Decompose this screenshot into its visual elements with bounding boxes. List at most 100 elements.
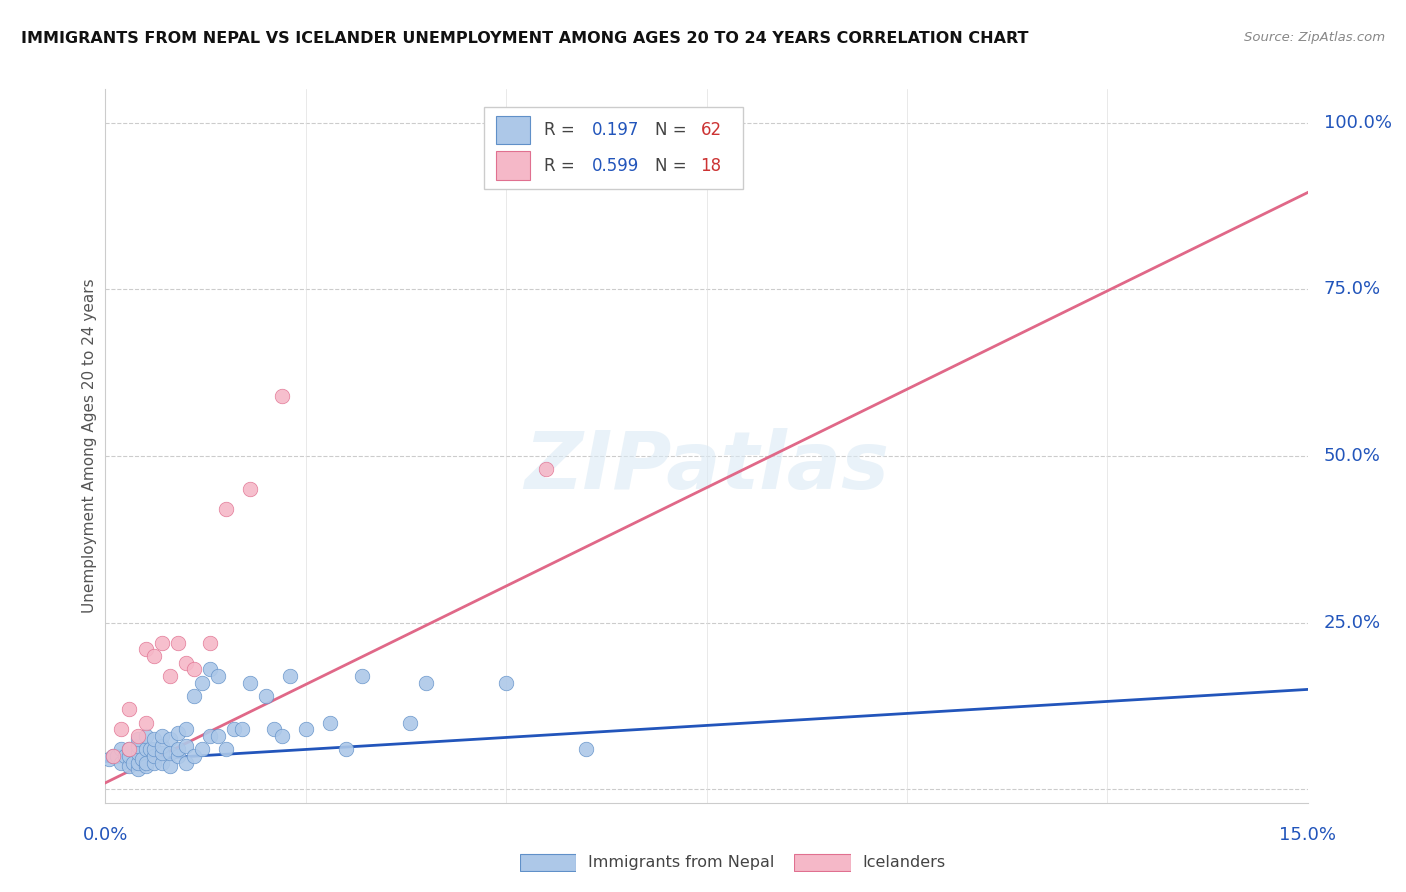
Point	[190, 742, 212, 756]
Point	[118, 702, 141, 716]
Point	[174, 739, 197, 753]
Point	[166, 749, 188, 764]
Point	[270, 389, 292, 403]
Point	[174, 723, 197, 737]
Point	[159, 732, 181, 747]
Point	[135, 742, 157, 756]
Point	[127, 756, 149, 770]
Point	[138, 742, 160, 756]
Text: Icelanders: Icelanders	[862, 855, 945, 870]
Point	[150, 756, 173, 770]
Point	[107, 749, 129, 764]
Point	[135, 729, 157, 743]
FancyBboxPatch shape	[496, 152, 530, 180]
Point	[110, 756, 132, 770]
Point	[150, 739, 173, 753]
Point	[198, 636, 221, 650]
Point	[335, 742, 357, 756]
FancyBboxPatch shape	[484, 107, 742, 189]
Y-axis label: Unemployment Among Ages 20 to 24 years: Unemployment Among Ages 20 to 24 years	[82, 278, 97, 614]
Text: 62: 62	[700, 121, 721, 139]
Point	[254, 689, 277, 703]
Point	[278, 669, 301, 683]
Text: IMMIGRANTS FROM NEPAL VS ICELANDER UNEMPLOYMENT AMONG AGES 20 TO 24 YEARS CORREL: IMMIGRANTS FROM NEPAL VS ICELANDER UNEMP…	[21, 31, 1029, 46]
Point	[239, 675, 262, 690]
Point	[135, 759, 157, 773]
Point	[135, 642, 157, 657]
Point	[166, 742, 188, 756]
Point	[270, 729, 292, 743]
Text: 0.599: 0.599	[592, 157, 640, 175]
Text: 0.0%: 0.0%	[83, 826, 128, 844]
Point	[103, 749, 125, 764]
Point	[98, 752, 121, 766]
Point	[174, 656, 197, 670]
Point	[183, 689, 205, 703]
Point	[103, 749, 125, 764]
Point	[131, 752, 153, 766]
Point	[399, 715, 422, 730]
Point	[159, 746, 181, 760]
Text: 75.0%: 75.0%	[1323, 280, 1381, 298]
Point	[190, 675, 212, 690]
Point	[575, 742, 598, 756]
Point	[263, 723, 285, 737]
Text: ZIPatlas: ZIPatlas	[524, 428, 889, 507]
Point	[222, 723, 245, 737]
Text: 25.0%: 25.0%	[1323, 614, 1381, 632]
Point	[231, 723, 253, 737]
Point	[295, 723, 318, 737]
FancyBboxPatch shape	[496, 116, 530, 145]
Point	[150, 636, 173, 650]
Point	[142, 649, 165, 664]
Point	[127, 739, 149, 753]
Point	[534, 462, 557, 476]
Point	[174, 756, 197, 770]
Point	[159, 669, 181, 683]
Point	[142, 742, 165, 756]
Text: R =: R =	[544, 157, 581, 175]
Point	[183, 662, 205, 676]
Text: 0.197: 0.197	[592, 121, 640, 139]
Point	[110, 742, 132, 756]
Point	[350, 669, 373, 683]
Text: 15.0%: 15.0%	[1279, 826, 1336, 844]
Point	[118, 759, 141, 773]
Point	[142, 756, 165, 770]
Text: Immigrants from Nepal: Immigrants from Nepal	[588, 855, 775, 870]
Point	[239, 483, 262, 497]
Text: Source: ZipAtlas.com: Source: ZipAtlas.com	[1244, 31, 1385, 45]
Point	[127, 746, 149, 760]
Text: 18: 18	[700, 157, 721, 175]
Point	[207, 669, 229, 683]
Point	[150, 729, 173, 743]
Point	[166, 636, 188, 650]
Point	[198, 662, 221, 676]
Point	[150, 746, 173, 760]
Point	[135, 715, 157, 730]
Point	[127, 729, 149, 743]
Point	[214, 742, 236, 756]
Text: N =: N =	[655, 157, 692, 175]
Point	[142, 749, 165, 764]
Point	[415, 675, 437, 690]
Point	[122, 756, 145, 770]
Point	[166, 725, 188, 739]
Text: 50.0%: 50.0%	[1323, 447, 1381, 465]
Point	[118, 742, 141, 756]
Point	[214, 502, 236, 516]
Text: 100.0%: 100.0%	[1323, 113, 1392, 131]
Point	[110, 723, 132, 737]
Point	[319, 715, 342, 730]
Point	[159, 759, 181, 773]
Point	[142, 732, 165, 747]
Text: R =: R =	[544, 121, 581, 139]
Point	[183, 749, 205, 764]
Point	[198, 729, 221, 743]
Point	[118, 742, 141, 756]
Point	[118, 749, 141, 764]
Text: N =: N =	[655, 121, 692, 139]
Point	[114, 749, 136, 764]
Point	[127, 763, 149, 777]
Point	[135, 756, 157, 770]
